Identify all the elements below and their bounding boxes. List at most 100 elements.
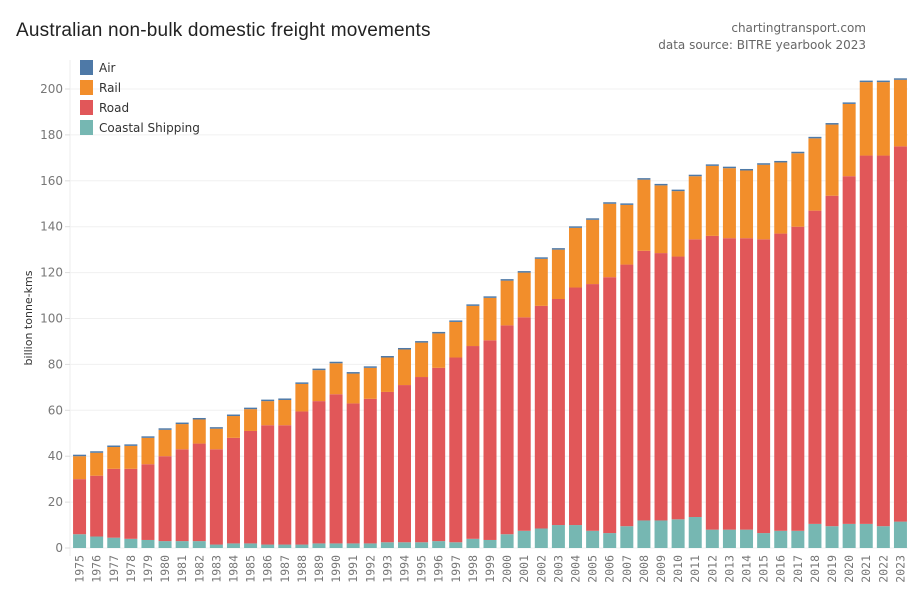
bar-rail-1990 <box>329 363 343 395</box>
bar-road-2021 <box>859 155 873 524</box>
bar-coastal-shipping-2005 <box>586 530 600 548</box>
bar-rail-1977 <box>107 447 121 469</box>
y-tick-label: 160 <box>40 174 63 188</box>
bar-coastal-shipping-1980 <box>158 541 172 548</box>
bar-coastal-shipping-1984 <box>226 543 240 548</box>
legend-swatch-air <box>80 60 93 75</box>
bar-road-1993 <box>380 391 394 543</box>
bar-rail-2001 <box>517 272 531 318</box>
bar-road-1981 <box>175 449 189 542</box>
bar-road-1979 <box>141 464 155 540</box>
bar-rail-2017 <box>791 153 805 227</box>
bar-road-1976 <box>90 475 104 537</box>
bar-coastal-shipping-2023 <box>893 521 907 548</box>
bar-air-2012 <box>705 164 719 166</box>
bar-coastal-shipping-1992 <box>363 543 377 548</box>
bar-rail-1981 <box>175 424 189 450</box>
bar-coastal-shipping-2018 <box>808 523 822 548</box>
bar-rail-2007 <box>620 204 634 265</box>
bar-road-1988 <box>295 411 309 545</box>
bar-coastal-shipping-2013 <box>722 529 736 548</box>
bar-coastal-shipping-1998 <box>466 538 480 548</box>
bar-rail-1975 <box>73 456 87 480</box>
bar-rail-2005 <box>586 219 600 285</box>
bar-coastal-shipping-2021 <box>859 523 873 548</box>
bar-coastal-shipping-1983 <box>209 544 223 548</box>
legend-swatch-rail <box>80 80 93 95</box>
bar-road-2023 <box>893 146 907 522</box>
bar-air-1984 <box>226 414 240 417</box>
bar-air-2020 <box>842 102 856 104</box>
x-tick-label: 2013 <box>722 555 736 583</box>
bar-air-1986 <box>261 399 275 402</box>
bar-road-2013 <box>722 238 736 530</box>
bar-coastal-shipping-2015 <box>757 533 771 548</box>
x-tick-label: 1976 <box>90 555 104 583</box>
bar-air-1975 <box>73 454 87 457</box>
bar-coastal-shipping-1990 <box>329 543 343 548</box>
x-tick-label: 2005 <box>586 555 600 583</box>
bar-air-2017 <box>791 151 805 154</box>
x-tick-label: 2022 <box>876 555 890 583</box>
y-tick-label: 120 <box>40 266 63 280</box>
bar-coastal-shipping-1987 <box>278 544 292 548</box>
bar-air-1999 <box>483 296 497 298</box>
x-tick-label: 1987 <box>278 555 292 583</box>
bar-coastal-shipping-1986 <box>261 544 275 548</box>
bar-coastal-shipping-1989 <box>312 543 326 548</box>
bar-road-1975 <box>73 479 87 535</box>
bar-road-2006 <box>603 277 617 534</box>
bar-air-2016 <box>774 160 788 163</box>
bar-coastal-shipping-2017 <box>791 530 805 548</box>
bar-rail-2021 <box>859 82 873 156</box>
bar-air-2023 <box>893 78 907 80</box>
x-tick-label: 2007 <box>620 555 634 583</box>
bar-road-1995 <box>415 377 429 543</box>
x-tick-label: 1989 <box>312 555 326 583</box>
bar-coastal-shipping-1999 <box>483 539 497 548</box>
bar-rail-1976 <box>90 452 104 476</box>
bar-road-1990 <box>329 394 343 544</box>
bar-coastal-shipping-2007 <box>620 526 634 548</box>
legend-label: Road <box>99 101 129 115</box>
bar-rail-2020 <box>842 103 856 177</box>
bar-road-2000 <box>500 325 514 535</box>
bar-coastal-shipping-2012 <box>705 529 719 548</box>
bar-coastal-shipping-2003 <box>551 525 565 548</box>
bar-air-1993 <box>380 356 394 358</box>
x-tick-label: 1999 <box>483 555 497 583</box>
bar-air-2001 <box>517 271 531 273</box>
x-tick-label: 1993 <box>380 555 394 583</box>
x-tick-label: 2023 <box>893 555 907 583</box>
bar-coastal-shipping-1997 <box>449 542 463 548</box>
y-tick-label: 80 <box>48 357 63 371</box>
bar-air-1996 <box>432 331 446 334</box>
chart-title: Australian non-bulk domestic freight mov… <box>16 20 431 41</box>
x-tick-label: 1991 <box>346 555 360 583</box>
bar-coastal-shipping-1982 <box>192 541 206 548</box>
bar-road-2022 <box>876 155 890 527</box>
bar-coastal-shipping-2006 <box>603 533 617 548</box>
x-tick-label: 1975 <box>73 555 87 583</box>
x-tick-label: 2016 <box>774 555 788 583</box>
bar-coastal-shipping-1985 <box>244 543 258 548</box>
bar-rail-1983 <box>209 428 223 450</box>
bar-air-2007 <box>620 203 634 205</box>
bar-rail-1987 <box>278 399 292 426</box>
bar-road-2009 <box>654 253 668 521</box>
bar-rail-1993 <box>380 357 394 392</box>
bar-coastal-shipping-1976 <box>90 536 104 548</box>
y-tick-label: 140 <box>40 220 63 234</box>
x-tick-label: 2014 <box>740 555 754 583</box>
bar-road-1992 <box>363 398 377 544</box>
x-tick-label: 1980 <box>158 555 172 583</box>
legend-swatch-road <box>80 100 93 115</box>
bar-air-1979 <box>141 436 155 438</box>
bar-rail-2012 <box>705 165 719 236</box>
bar-rail-1992 <box>363 367 377 399</box>
y-tick-label: 180 <box>40 128 63 142</box>
bar-rail-2004 <box>569 227 583 288</box>
bar-rail-2023 <box>893 79 907 147</box>
bar-road-2020 <box>842 176 856 524</box>
